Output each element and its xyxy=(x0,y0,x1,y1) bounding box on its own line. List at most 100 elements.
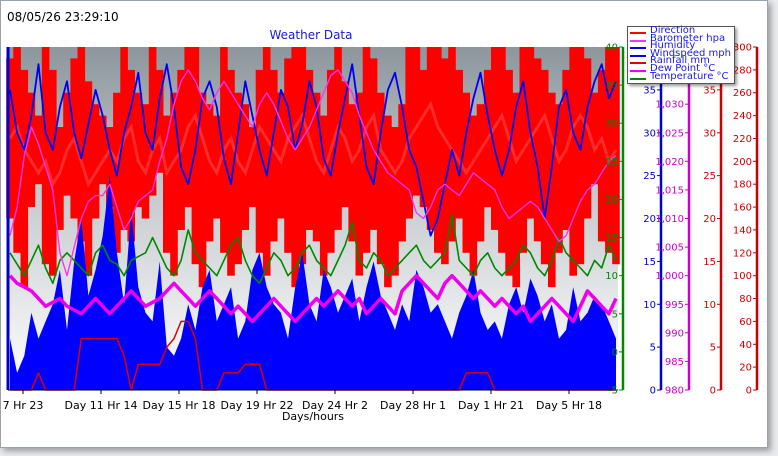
direction-bar xyxy=(255,69,264,253)
x-tick-label: Day 15 Hr 18 xyxy=(143,399,216,412)
x-tick-label: Day 11 Hr 14 xyxy=(65,399,138,412)
direction-bar xyxy=(605,47,613,253)
direction-bar xyxy=(106,127,114,207)
direction-bar xyxy=(319,115,328,276)
legend-swatch xyxy=(630,47,646,50)
direction-bar xyxy=(77,47,86,242)
rainfall-tick-label: 5 xyxy=(710,343,716,354)
legend-label: Rainfall mm xyxy=(650,55,710,67)
temperature-tick-label: 40 xyxy=(605,43,618,54)
direction-bar xyxy=(441,58,449,265)
rainfall-tick-label: 20 xyxy=(703,214,716,225)
chart-window: 08/05/26 23:29:10 Weather Data -5 0 5 10 15 2… xyxy=(0,0,768,448)
rainfall-tick-label: 15 xyxy=(703,257,716,268)
direction-bar xyxy=(148,47,157,196)
x-tick-label: 7 Hr 23 xyxy=(3,399,44,412)
direction-tick-label: 100 xyxy=(733,271,752,282)
direction-bar xyxy=(198,92,207,288)
rainfall-tick-label: 30 xyxy=(703,128,716,139)
direction-bar xyxy=(419,69,428,208)
barometer-tick-label: 980 xyxy=(665,386,684,397)
direction-tick-label: 200 xyxy=(733,157,752,168)
windspeed-tick-label: 15 xyxy=(643,257,656,268)
temperature-tick-label: 25 xyxy=(605,157,618,168)
direction-bar xyxy=(298,47,307,265)
x-tick-label: Day 1 Hr 21 xyxy=(458,399,524,412)
chart-canvas: Weather Data -5 0 5 10 15 20 25 30 35 40 0 5 10 15 20 2… xyxy=(3,28,759,423)
windspeed-tick-label: 0 xyxy=(650,386,656,397)
direction-bar xyxy=(590,92,599,185)
barometer-tick-label: 1,000 xyxy=(655,271,684,282)
direction-tick-label: 60 xyxy=(739,317,752,328)
direction-bar xyxy=(548,92,556,288)
direction-bar xyxy=(376,92,385,265)
direction-bar xyxy=(155,69,164,173)
direction-bar xyxy=(434,47,442,253)
direction-tick-label: 280 xyxy=(733,65,752,76)
legend-swatch xyxy=(630,54,646,57)
direction-bar xyxy=(327,69,335,253)
direction-bar xyxy=(334,47,342,230)
legend-item: Windspeed mph xyxy=(630,47,734,60)
legend-item: Direction xyxy=(630,26,734,37)
temperature-tick-label: 5 xyxy=(612,309,618,320)
direction-bar xyxy=(127,69,135,242)
direction-tick-label: 140 xyxy=(733,225,752,236)
legend-label: Windspeed mph xyxy=(650,47,731,59)
barometer-tick-label: 1,015 xyxy=(655,185,684,196)
x-tick-label: Day 28 Hr 1 xyxy=(380,399,446,412)
rainfall-tick-label: 0 xyxy=(710,386,716,397)
direction-bar xyxy=(341,81,349,208)
barometer-tick-label: 990 xyxy=(665,328,684,339)
direction-bar xyxy=(540,69,549,265)
direction-bar xyxy=(398,104,406,242)
direction-bar xyxy=(41,47,50,265)
direction-bar xyxy=(426,47,435,230)
direction-bar xyxy=(141,104,150,219)
humidity-line xyxy=(9,63,617,237)
legend-item: Temperature °C xyxy=(630,70,734,83)
direction-tick-label: 220 xyxy=(733,134,752,145)
x-tick-label: Day 24 Hr 2 xyxy=(302,399,368,412)
direction-bar xyxy=(369,58,378,230)
legend-label: Dew Point °C xyxy=(650,63,716,74)
direction-bar xyxy=(27,92,36,207)
legend-swatch xyxy=(630,70,646,72)
direction-bar xyxy=(305,69,314,231)
direction-bar xyxy=(533,58,542,242)
windspeed-tick-label: 10 xyxy=(643,300,656,311)
barometer-line xyxy=(9,69,617,277)
legend-swatch xyxy=(630,32,646,34)
legend-item: Rainfall mm xyxy=(630,55,734,67)
direction-bar xyxy=(491,47,499,230)
direction-bar xyxy=(384,115,392,288)
direction-tick-label: 180 xyxy=(733,180,752,191)
direction-bar xyxy=(597,69,606,242)
windspeed-area xyxy=(10,175,616,390)
x-tick-label: Day 5 Hr 18 xyxy=(536,399,602,412)
legend: Direction Barometer hpa Humidity Windspeed … xyxy=(627,26,735,84)
barometer-tick-label: 1,005 xyxy=(655,243,684,254)
windspeed-tick-label: 25 xyxy=(643,171,656,182)
direction-bar xyxy=(569,47,577,276)
dewpoint-line xyxy=(8,273,618,324)
direction-bar xyxy=(469,115,478,276)
direction-bar xyxy=(91,104,100,219)
direction-tick-label: 40 xyxy=(739,340,752,351)
temperature-tick-label: -5 xyxy=(608,386,618,397)
windspeed-tick-label: 35 xyxy=(643,85,656,96)
rainfall-tick-label: 35 xyxy=(703,85,716,96)
direction-tick-label: 120 xyxy=(733,248,752,259)
direction-bar xyxy=(362,47,371,253)
direction-bar xyxy=(134,92,143,207)
direction-bar xyxy=(284,58,292,253)
rainfall-tick-label: 25 xyxy=(703,171,716,182)
temperature-tick-label: 10 xyxy=(605,271,618,282)
direction-bar xyxy=(34,115,43,185)
legend-item: Humidity xyxy=(630,41,734,52)
temperature-line xyxy=(9,213,617,285)
legend-item: Barometer hpa xyxy=(630,33,734,45)
direction-bar xyxy=(234,92,242,265)
legend-label: Temperature °C xyxy=(650,70,729,82)
direction-bar xyxy=(412,47,421,196)
